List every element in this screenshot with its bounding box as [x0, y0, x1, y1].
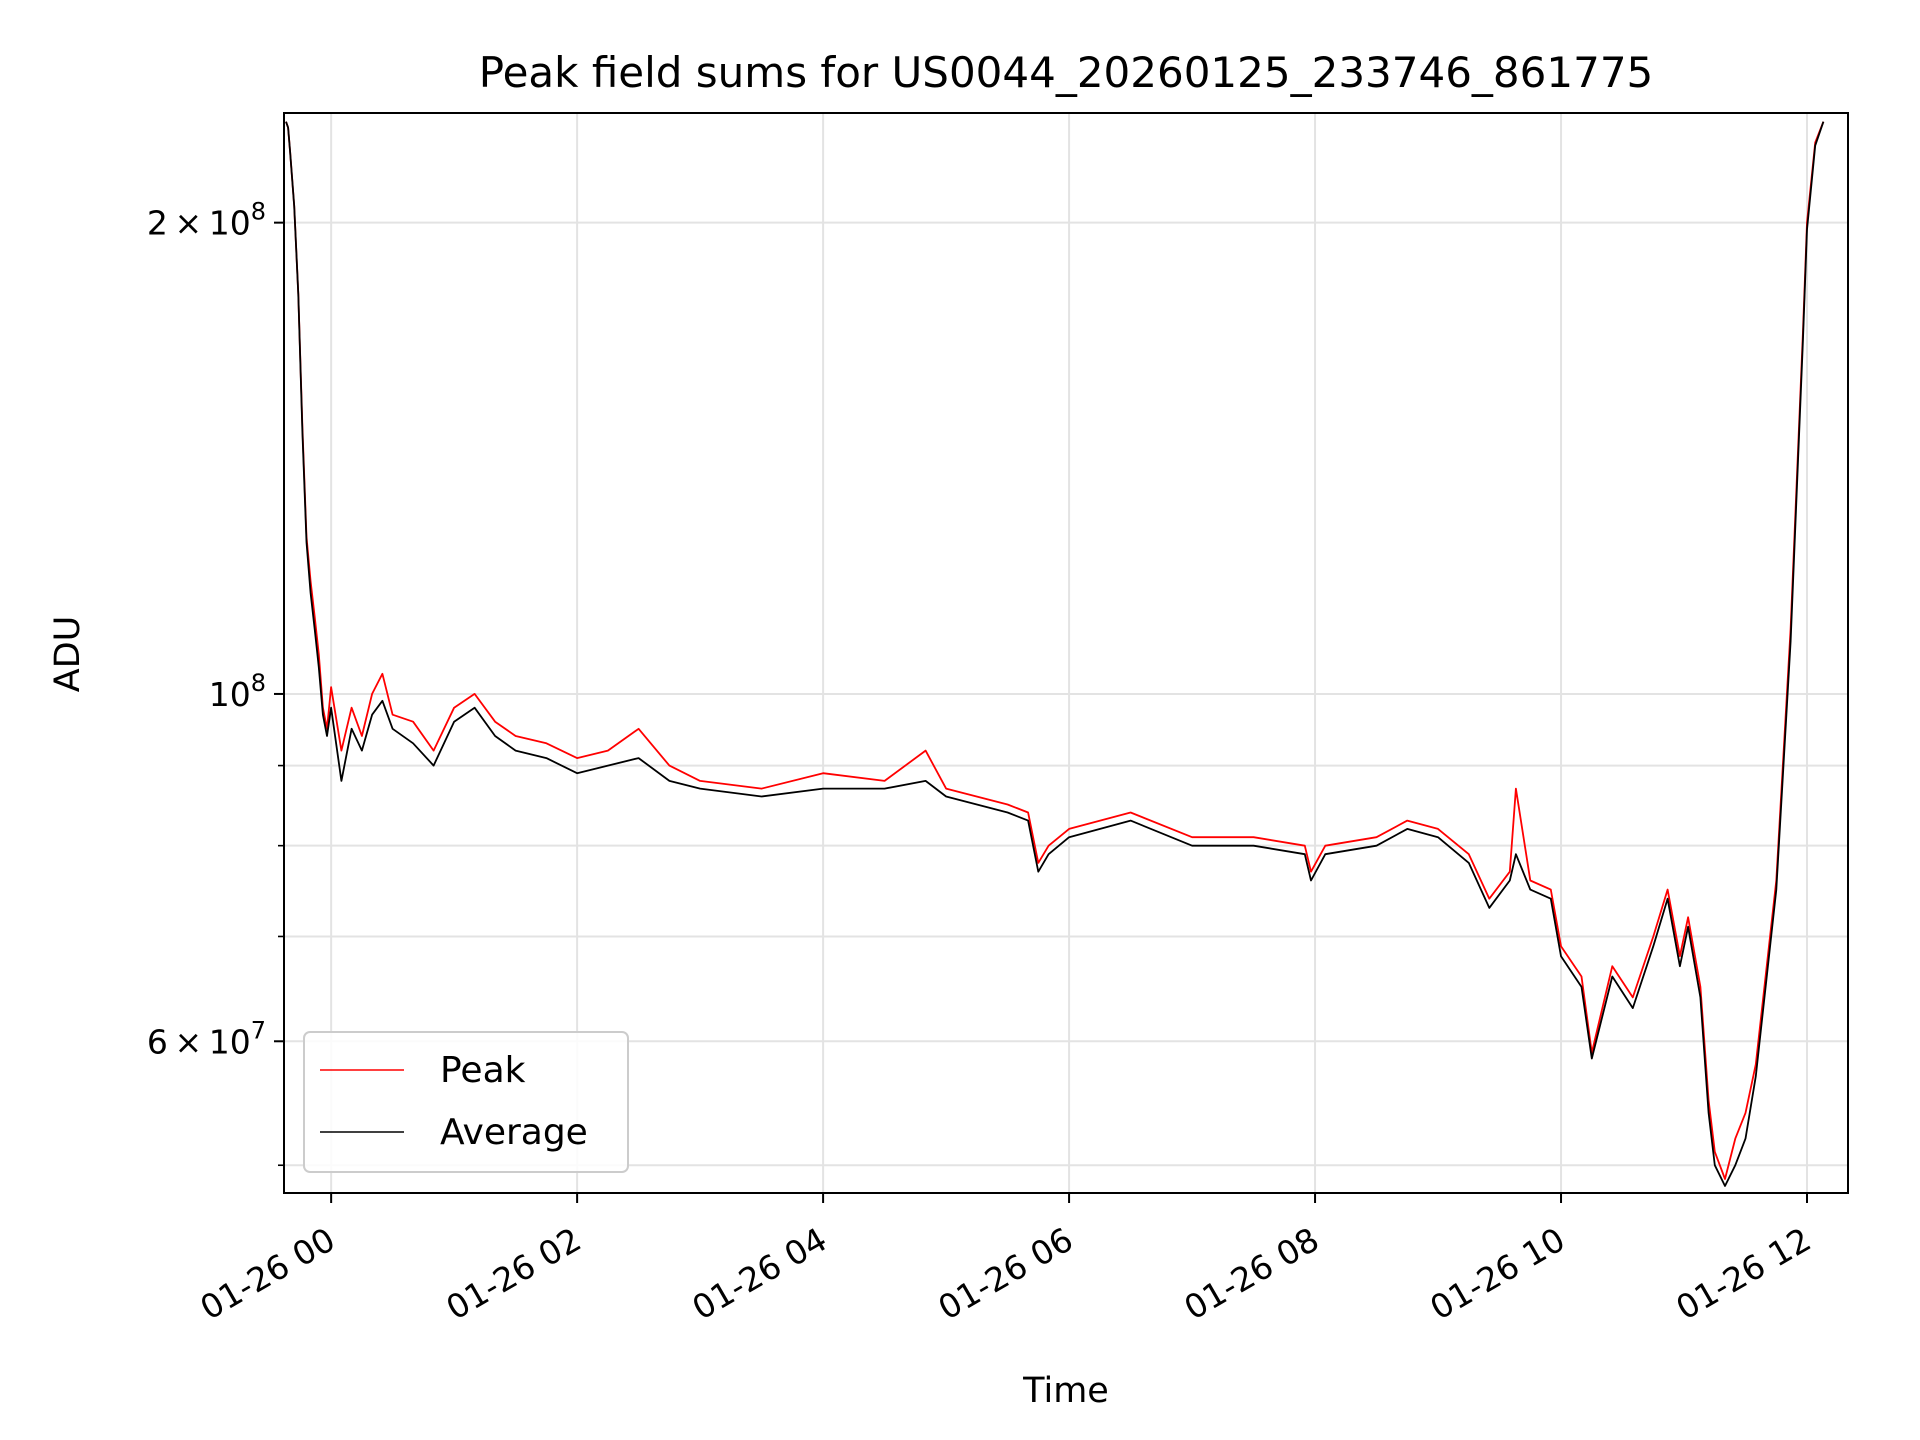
legend-box: [303, 1031, 629, 1173]
series-line-average: [285, 121, 1825, 1187]
series-line-peak: [285, 121, 1825, 1180]
y-tick-label: 6 × 107: [147, 1016, 266, 1061]
chart-title: Peak field sums for US0044_20260125_2337…: [479, 48, 1654, 97]
y-tick-label: 108: [209, 669, 266, 714]
legend: Peak Average: [303, 1031, 629, 1173]
y-axis: 6 × 107 108 2 × 108: [147, 198, 284, 1167]
x-axis-title: Time: [1022, 1371, 1109, 1411]
legend-label-peak: Peak: [440, 1050, 526, 1091]
y-axis-title: ADU: [48, 616, 88, 693]
series-layer: [285, 121, 1825, 1187]
legend-label-average: Average: [440, 1112, 588, 1153]
y-tick-label: 2 × 108: [147, 198, 266, 243]
plot-area: [283, 112, 1849, 1194]
